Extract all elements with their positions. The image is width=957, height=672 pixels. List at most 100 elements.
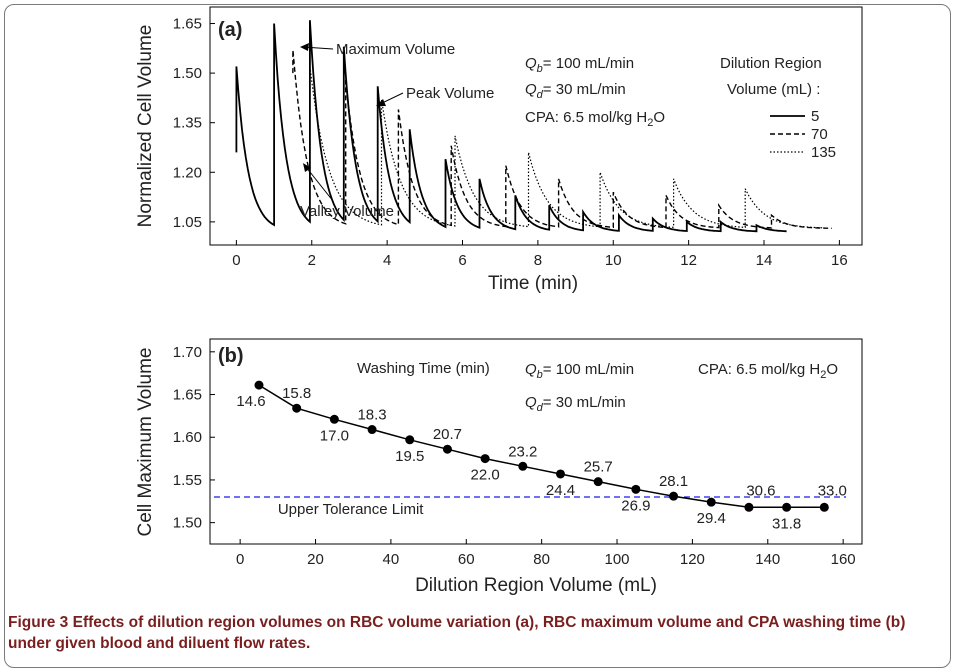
washing-time-label: 15.8: [282, 385, 311, 402]
annotation-valley-volume-arrowhead: [303, 163, 311, 172]
x-tick-label: 80: [533, 551, 550, 568]
data-point: [480, 454, 490, 464]
x-tick-label: 40: [383, 551, 400, 568]
x-tick-label: 8: [534, 252, 542, 269]
y-tick-label: 1.35: [173, 115, 202, 132]
data-point: [254, 380, 264, 390]
panel-a-legend: Dilution Region Volume (mL) : 5 70 135: [720, 55, 836, 161]
y-tick-label: 1.20: [173, 164, 202, 181]
panel-a-qb-condition: Qb= 100 mL/min: [525, 55, 634, 75]
y-tick-label: 1.50: [173, 515, 202, 532]
annotation-maximum-volume: Maximum Volume: [336, 41, 455, 58]
data-point: [292, 403, 302, 413]
washing-time-label: 20.7: [433, 426, 462, 443]
annotation-maximum-volume-arrowhead: [300, 43, 309, 51]
panel-a-plot-frame: [209, 6, 863, 246]
y-tick-label: 1.60: [173, 429, 202, 446]
x-tick-label: 16: [831, 252, 848, 269]
panel-b-qb-condition: Qb= 100 mL/min: [525, 361, 634, 381]
x-tick-label: 140: [755, 551, 780, 568]
data-point: [367, 425, 377, 435]
legend-title-line1: Dilution Region: [720, 55, 822, 72]
panel-a-label: (a): [218, 19, 242, 41]
washing-time-label: 26.9: [621, 497, 650, 514]
annotation-valley-volume-arrow-line: [305, 166, 334, 202]
washing-time-label: 31.8: [772, 515, 801, 532]
washing-time-label: 33.0: [818, 482, 847, 499]
panel-a-x-ticks: 0 2 4 6 8 10 12 14 16: [232, 240, 848, 269]
panel-b-series-group: 14.6 15.8 17.0 18.3 19.5 20.7 22.0 23.2 24.4 25.7…: [236, 380, 847, 532]
max-volume-line: [258, 384, 825, 509]
washing-time-label: 19.5: [395, 448, 424, 465]
data-point: [518, 461, 528, 471]
washing-time-label: 17.0: [320, 427, 349, 444]
panel-a-y-axis-label: Normalized Cell Volume: [135, 25, 156, 228]
washing-time-label: 29.4: [697, 510, 726, 527]
washing-time-label: 18.3: [357, 407, 386, 424]
data-point: [819, 502, 829, 512]
data-point: [555, 469, 565, 479]
figure-caption-text: Effects of dilution region volumes on RB…: [8, 614, 906, 652]
y-tick-label: 1.05: [173, 214, 202, 231]
legend-entry-135: 135: [811, 144, 836, 161]
data-point: [706, 497, 716, 507]
series-line-70: [292, 49, 832, 229]
washing-time-label: 22.0: [471, 467, 500, 484]
panel-a: (a) 0 2 4 6 8 10 12 14 16 1.05 1.20 1.35 1.50 1.65 T…: [135, 6, 863, 294]
panel-a-cpa-condition: CPA: 6.5 mol/kg H2O: [525, 109, 665, 129]
data-point: [744, 502, 754, 512]
legend-entry-70: 70: [811, 126, 828, 143]
panel-a-y-ticks: 1.05 1.20 1.35 1.50 1.65: [173, 16, 215, 231]
panel-b-x-axis-label: Dilution Region Volume (mL): [415, 575, 657, 596]
y-tick-label: 1.70: [173, 344, 202, 361]
data-point: [329, 414, 339, 424]
tolerance-group: Upper Tolerance Limit: [214, 496, 846, 518]
data-point: [669, 491, 679, 501]
x-tick-label: 4: [383, 252, 391, 269]
figure-caption: Figure 3 Effects of dilution region volu…: [8, 612, 948, 654]
x-tick-label: 100: [605, 551, 630, 568]
x-tick-label: 2: [308, 252, 316, 269]
panel-b-label: (b): [218, 345, 244, 367]
annotation-valley-volume: Valley Volume: [300, 203, 394, 220]
x-tick-label: 6: [458, 252, 466, 269]
x-tick-label: 0: [236, 551, 244, 568]
panel-b-qd-condition: Qd= 30 mL/min: [525, 394, 626, 414]
x-tick-label: 160: [831, 551, 856, 568]
washing-time-label: 24.4: [546, 482, 575, 499]
data-point: [405, 435, 415, 445]
legend-entry-5: 5: [811, 108, 819, 125]
washing-time-label: 14.6: [236, 393, 265, 410]
x-tick-label: 0: [232, 252, 240, 269]
panel-b-y-axis-label: Cell Maximum Volume: [135, 348, 156, 537]
washing-time-label: 25.7: [584, 459, 613, 476]
washing-time-label: 30.6: [746, 482, 775, 499]
washing-time-label: 23.2: [508, 443, 537, 460]
panel-a-qd-condition: Qd= 30 mL/min: [525, 81, 626, 101]
x-tick-label: 20: [307, 551, 324, 568]
panel-b: (b) 0 20 40 60 80 100 120 140 160 1.501.551.601.…: [135, 338, 863, 596]
panel-b-plot-frame: [209, 338, 863, 545]
panel-b-cpa-condition: CPA: 6.5 mol/kg H2O: [698, 361, 838, 381]
washing-time-label: 28.1: [659, 473, 688, 490]
y-tick-label: 1.50: [173, 65, 202, 82]
panel-b-y-ticks: 1.50 1.55 1.60 1.65 1.70: [173, 344, 215, 532]
data-point: [593, 477, 603, 487]
data-point: [442, 444, 452, 454]
data-point: [782, 502, 792, 512]
legend-title-line2: Volume (mL) :: [727, 81, 820, 98]
panel-b-x-ticks: 0 20 40 60 80 100 120 140 160: [236, 539, 856, 568]
annotation-peak-volume: Peak Volume: [406, 85, 494, 102]
data-point: [631, 484, 641, 494]
x-tick-label: 12: [680, 252, 697, 269]
x-tick-label: 60: [458, 551, 475, 568]
x-tick-label: 120: [680, 551, 705, 568]
x-tick-label: 10: [605, 252, 622, 269]
tolerance-label: Upper Tolerance Limit: [278, 501, 424, 518]
washing-time-title: Washing Time (min): [357, 360, 490, 377]
annotation-peak-volume-arrowhead: [376, 99, 386, 106]
y-tick-label: 1.55: [173, 472, 202, 489]
y-tick-label: 1.65: [173, 16, 202, 33]
y-tick-label: 1.65: [173, 387, 202, 404]
